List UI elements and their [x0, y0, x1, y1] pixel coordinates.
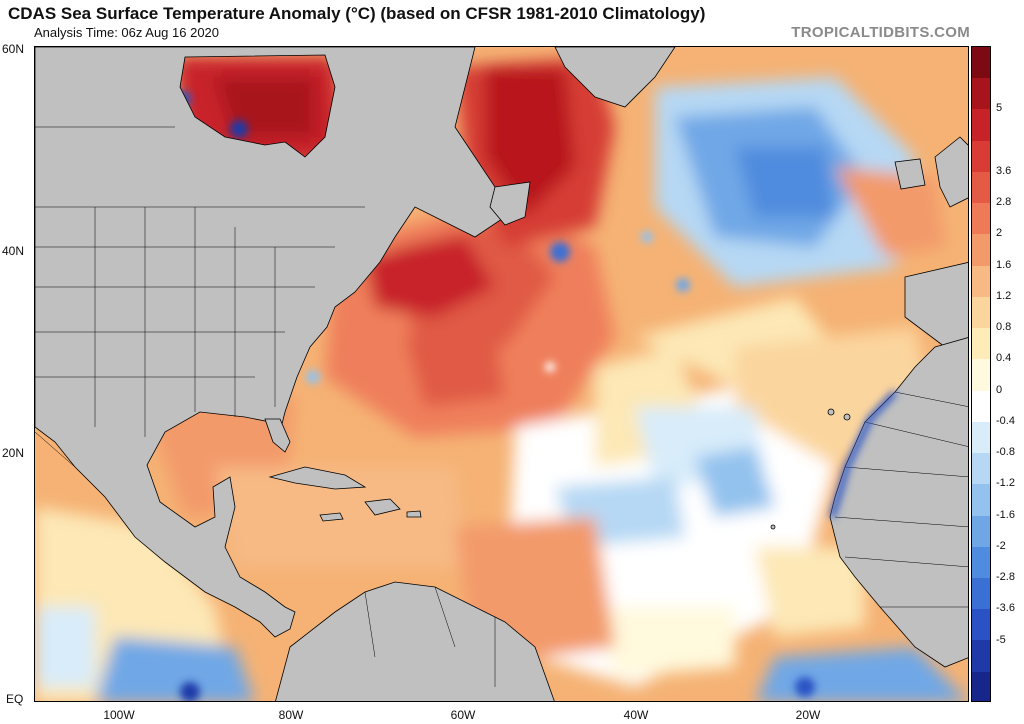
colorbar-segment [972, 203, 990, 235]
lat-label-60n: 60N [2, 42, 25, 56]
lat-label-eq: EQ [6, 692, 24, 706]
lon-label-100w: 100W [103, 708, 135, 722]
colorbar-tick-label: 0.8 [996, 321, 1012, 334]
colorbar-segment [972, 234, 990, 266]
colorbar-tick-label: -1.6 [996, 508, 1015, 521]
colorbar-segment [972, 265, 990, 297]
colorbar-segment [972, 546, 990, 578]
colorbar-segment [972, 515, 990, 547]
colorbar-tick-label: -5 [996, 633, 1006, 646]
coastal-upwelling [829, 389, 898, 518]
sst-anomaly-map [34, 46, 969, 702]
colorbar-segment [972, 140, 990, 172]
colorbar-segment [972, 78, 990, 110]
colorbar-tick-label: -1.2 [996, 477, 1015, 490]
colorbar-segment [972, 609, 990, 641]
land [35, 47, 968, 701]
colorbar-tick-label: 1.6 [996, 258, 1012, 271]
lat-label-20n: 20N [2, 446, 25, 460]
colorbar-segment [972, 359, 990, 391]
colorbar-segment [972, 453, 990, 485]
colorbar-tick-label: 1.2 [996, 289, 1012, 302]
colorbar [971, 46, 991, 702]
colorbar-segment [972, 421, 990, 454]
colorbar-tick-label: -3.6 [996, 602, 1015, 615]
colorbar-tick-label: 2.8 [996, 196, 1012, 209]
colorbar-tick-label: -2.8 [996, 571, 1015, 584]
colorbar-segment [972, 296, 990, 329]
colorbar-tick-label: 3.6 [996, 164, 1012, 177]
lon-label-20w: 20W [795, 708, 821, 722]
colorbar-tick-label: 2 [996, 227, 1003, 240]
site-credit: TROPICALTIDBITS.COM [791, 24, 970, 41]
colorbar-tick-label: 0 [996, 383, 1003, 396]
colorbar-segment [972, 671, 990, 701]
colorbar-tick-label: -0.8 [996, 446, 1015, 459]
colorbar-segment [972, 484, 990, 516]
lon-label-40w: 40W [623, 708, 649, 722]
lat-label-40n: 40N [2, 244, 25, 258]
colorbar-segment [972, 171, 990, 204]
colorbar-tick-label: -0.4 [996, 414, 1015, 427]
borders [35, 126, 968, 687]
colorbar-segment [972, 328, 990, 360]
colorbar-segment [972, 390, 990, 422]
map-title: CDAS Sea Surface Temperature Anomaly (°C… [8, 4, 706, 23]
lon-label-80w: 80W [278, 708, 304, 722]
colorbar-segment [972, 640, 990, 672]
analysis-time: Analysis Time: 06z Aug 16 2020 [34, 25, 220, 40]
lon-label-60w: 60W [450, 708, 476, 722]
colorbar-tick-label: 5 [996, 102, 1003, 115]
colorbar-segment [972, 577, 990, 610]
colorbar-tick-label: 0.4 [996, 352, 1012, 365]
colorbar-segment [972, 109, 990, 141]
colorbar-tick-label: -2 [996, 539, 1006, 552]
colorbar-segment [972, 47, 990, 79]
